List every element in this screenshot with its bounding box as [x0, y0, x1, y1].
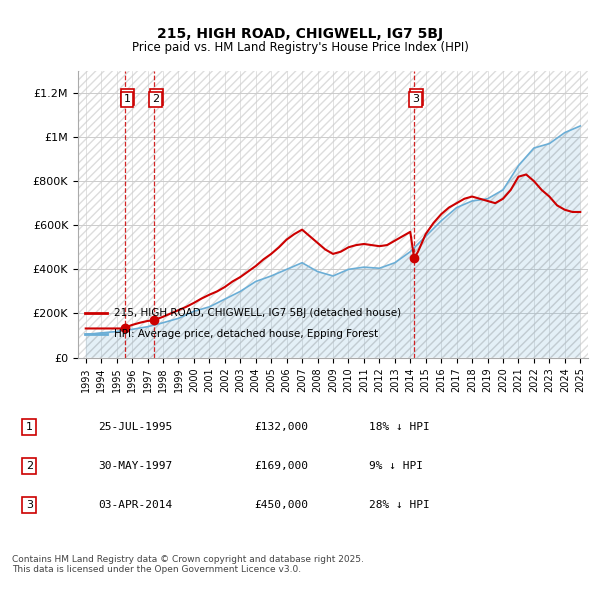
Text: 215, HIGH ROAD, CHIGWELL, IG7 5BJ: 215, HIGH ROAD, CHIGWELL, IG7 5BJ	[157, 27, 443, 41]
Text: 2: 2	[152, 92, 160, 102]
Text: 215, HIGH ROAD, CHIGWELL, IG7 5BJ (detached house): 215, HIGH ROAD, CHIGWELL, IG7 5BJ (detac…	[114, 309, 401, 318]
Text: HPI: Average price, detached house, Epping Forest: HPI: Average price, detached house, Eppi…	[114, 329, 378, 339]
Text: 1: 1	[124, 94, 130, 104]
Text: 30-MAY-1997: 30-MAY-1997	[98, 461, 173, 471]
Text: 2: 2	[26, 461, 33, 471]
Text: 28% ↓ HPI: 28% ↓ HPI	[369, 500, 430, 510]
Text: 3: 3	[26, 500, 33, 510]
Text: Price paid vs. HM Land Registry's House Price Index (HPI): Price paid vs. HM Land Registry's House …	[131, 41, 469, 54]
Text: 3: 3	[413, 92, 420, 102]
Text: £132,000: £132,000	[254, 422, 308, 432]
Text: 3: 3	[412, 94, 419, 104]
Text: 03-APR-2014: 03-APR-2014	[98, 500, 173, 510]
Text: £450,000: £450,000	[254, 500, 308, 510]
Text: 2: 2	[152, 94, 159, 104]
Text: 1: 1	[26, 422, 33, 432]
Text: 25-JUL-1995: 25-JUL-1995	[98, 422, 173, 432]
Text: 18% ↓ HPI: 18% ↓ HPI	[369, 422, 430, 432]
Text: Contains HM Land Registry data © Crown copyright and database right 2025.
This d: Contains HM Land Registry data © Crown c…	[12, 555, 364, 574]
Text: 9% ↓ HPI: 9% ↓ HPI	[369, 461, 423, 471]
Text: £169,000: £169,000	[254, 461, 308, 471]
Text: 1: 1	[124, 92, 131, 102]
